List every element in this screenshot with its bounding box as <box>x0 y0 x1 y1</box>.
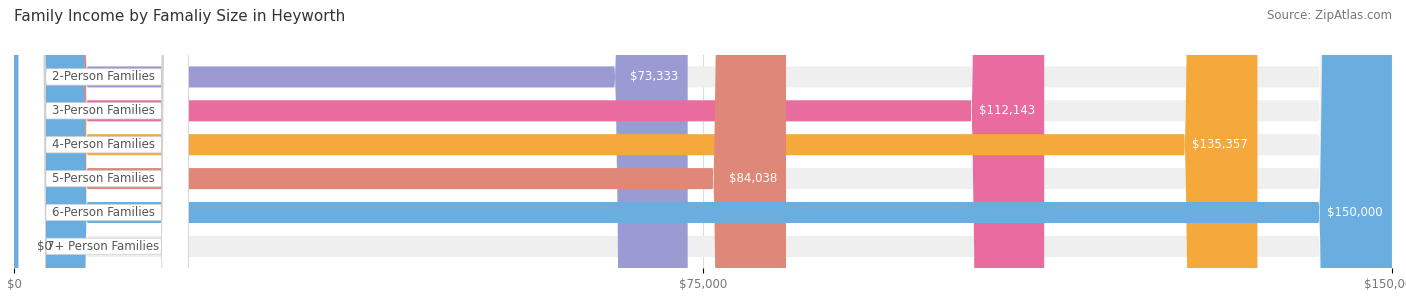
FancyBboxPatch shape <box>14 0 1392 305</box>
FancyBboxPatch shape <box>14 0 1392 305</box>
FancyBboxPatch shape <box>14 0 1392 305</box>
FancyBboxPatch shape <box>18 0 188 305</box>
FancyBboxPatch shape <box>18 0 188 305</box>
Text: $135,357: $135,357 <box>1192 138 1249 151</box>
Text: Source: ZipAtlas.com: Source: ZipAtlas.com <box>1267 9 1392 22</box>
FancyBboxPatch shape <box>14 0 1257 305</box>
Text: $150,000: $150,000 <box>1327 206 1382 219</box>
Text: 3-Person Families: 3-Person Families <box>52 104 155 117</box>
FancyBboxPatch shape <box>14 0 786 305</box>
Text: 5-Person Families: 5-Person Families <box>52 172 155 185</box>
Text: $0: $0 <box>37 240 52 253</box>
FancyBboxPatch shape <box>14 0 1392 305</box>
Text: $112,143: $112,143 <box>979 104 1035 117</box>
FancyBboxPatch shape <box>18 0 188 305</box>
FancyBboxPatch shape <box>14 0 1392 305</box>
Text: 6-Person Families: 6-Person Families <box>52 206 155 219</box>
Text: 2-Person Families: 2-Person Families <box>52 70 155 84</box>
Text: $73,333: $73,333 <box>630 70 679 84</box>
Text: Family Income by Famaliy Size in Heyworth: Family Income by Famaliy Size in Heywort… <box>14 9 346 24</box>
Text: 4-Person Families: 4-Person Families <box>52 138 155 151</box>
FancyBboxPatch shape <box>14 0 688 305</box>
FancyBboxPatch shape <box>14 0 1392 305</box>
Text: 7+ Person Families: 7+ Person Families <box>48 240 160 253</box>
FancyBboxPatch shape <box>18 0 188 305</box>
FancyBboxPatch shape <box>14 0 1392 305</box>
FancyBboxPatch shape <box>18 0 188 305</box>
Text: $84,038: $84,038 <box>728 172 778 185</box>
FancyBboxPatch shape <box>14 0 1045 305</box>
FancyBboxPatch shape <box>18 0 188 305</box>
